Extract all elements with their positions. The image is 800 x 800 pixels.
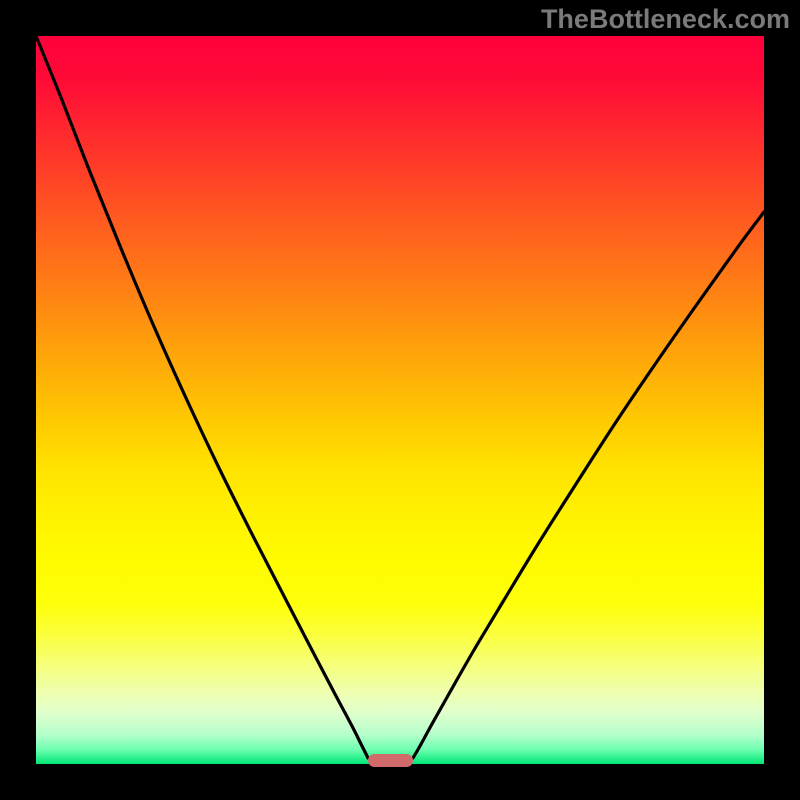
watermark-text: TheBottleneck.com <box>541 4 790 35</box>
chart-container: TheBottleneck.com <box>0 0 800 800</box>
curve-overlay <box>0 0 800 800</box>
minimum-marker <box>368 754 413 767</box>
right-curve <box>413 212 764 758</box>
left-curve <box>36 36 368 758</box>
